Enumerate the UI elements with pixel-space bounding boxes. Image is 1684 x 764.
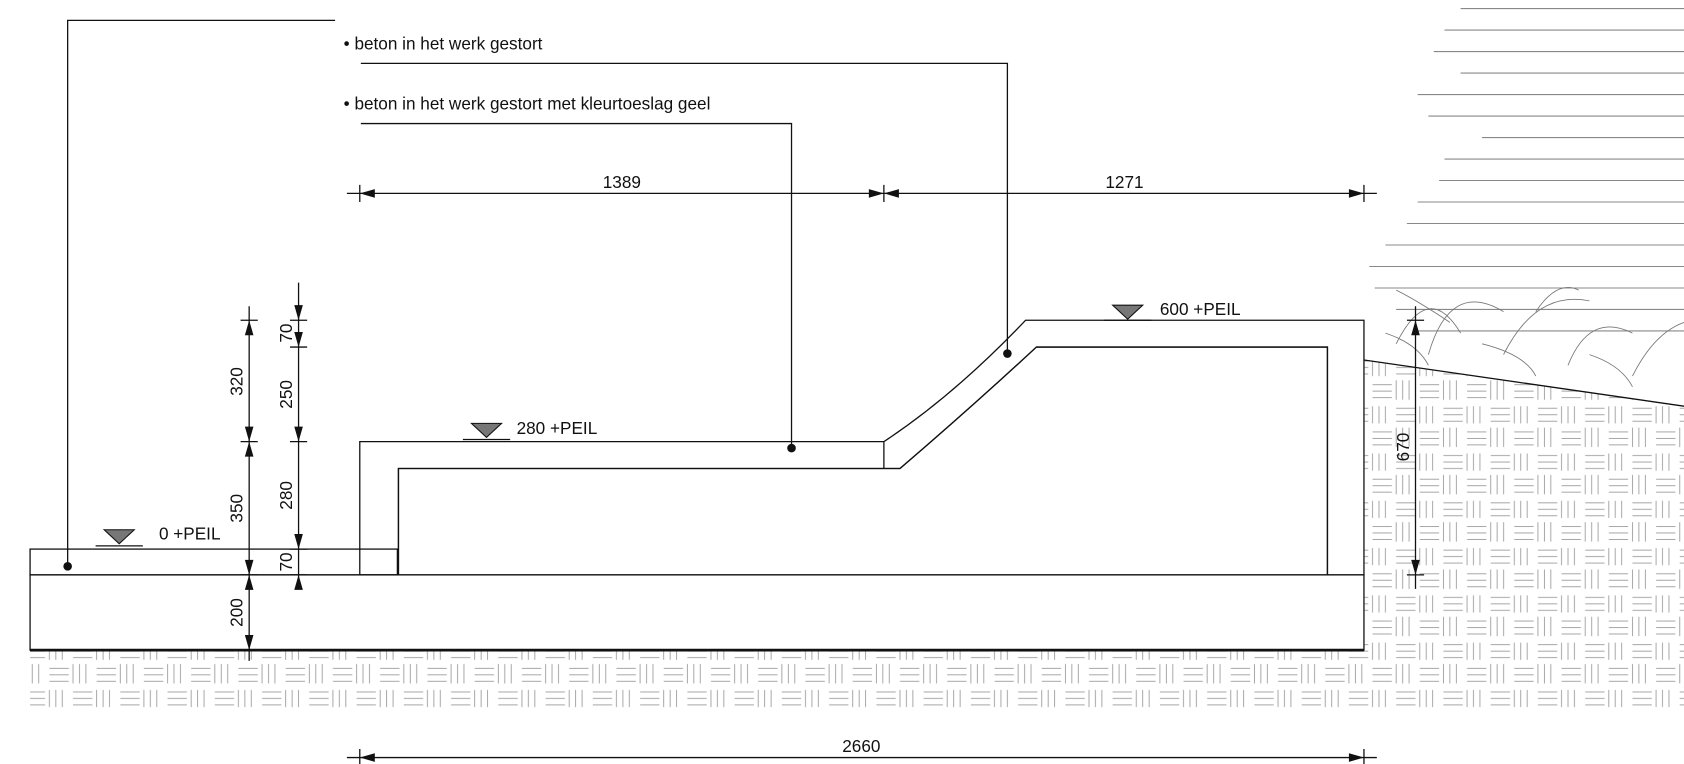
dimension: 70 xyxy=(276,324,296,343)
background-lines xyxy=(1369,8,1684,332)
level-markers xyxy=(95,304,1152,547)
pavement xyxy=(29,548,399,576)
level-label: 600 +PEIL xyxy=(1160,299,1241,319)
dimension: 1389 xyxy=(603,172,641,192)
material-label: • beton in het werk gestort xyxy=(344,33,543,53)
fill xyxy=(397,346,1329,576)
dimension: 320 xyxy=(227,367,247,396)
dimension: 70 xyxy=(276,552,296,571)
dimension: 250 xyxy=(276,380,296,409)
dimension: 350 xyxy=(227,494,247,523)
dimension: 2660 xyxy=(842,736,880,756)
dimension-lines xyxy=(240,184,1425,764)
leaders xyxy=(63,19,1012,571)
level-label: 280 +PEIL xyxy=(517,418,598,438)
soil-right xyxy=(1363,359,1684,710)
garden-edge xyxy=(1363,359,1684,407)
concrete-shell xyxy=(359,319,1365,576)
dimension: 670 xyxy=(1393,433,1413,462)
dimension: 1271 xyxy=(1105,172,1143,192)
level-label: 0 +PEIL xyxy=(159,523,221,543)
plants xyxy=(1385,287,1684,388)
dimension: 280 xyxy=(276,481,296,510)
material-label: • beton in het werk gestort met kleurtoe… xyxy=(344,94,711,114)
dimension: 200 xyxy=(227,598,247,627)
soil xyxy=(30,650,1364,710)
